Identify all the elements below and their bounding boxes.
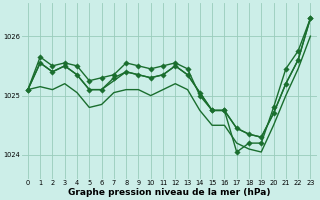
X-axis label: Graphe pression niveau de la mer (hPa): Graphe pression niveau de la mer (hPa) xyxy=(68,188,270,197)
